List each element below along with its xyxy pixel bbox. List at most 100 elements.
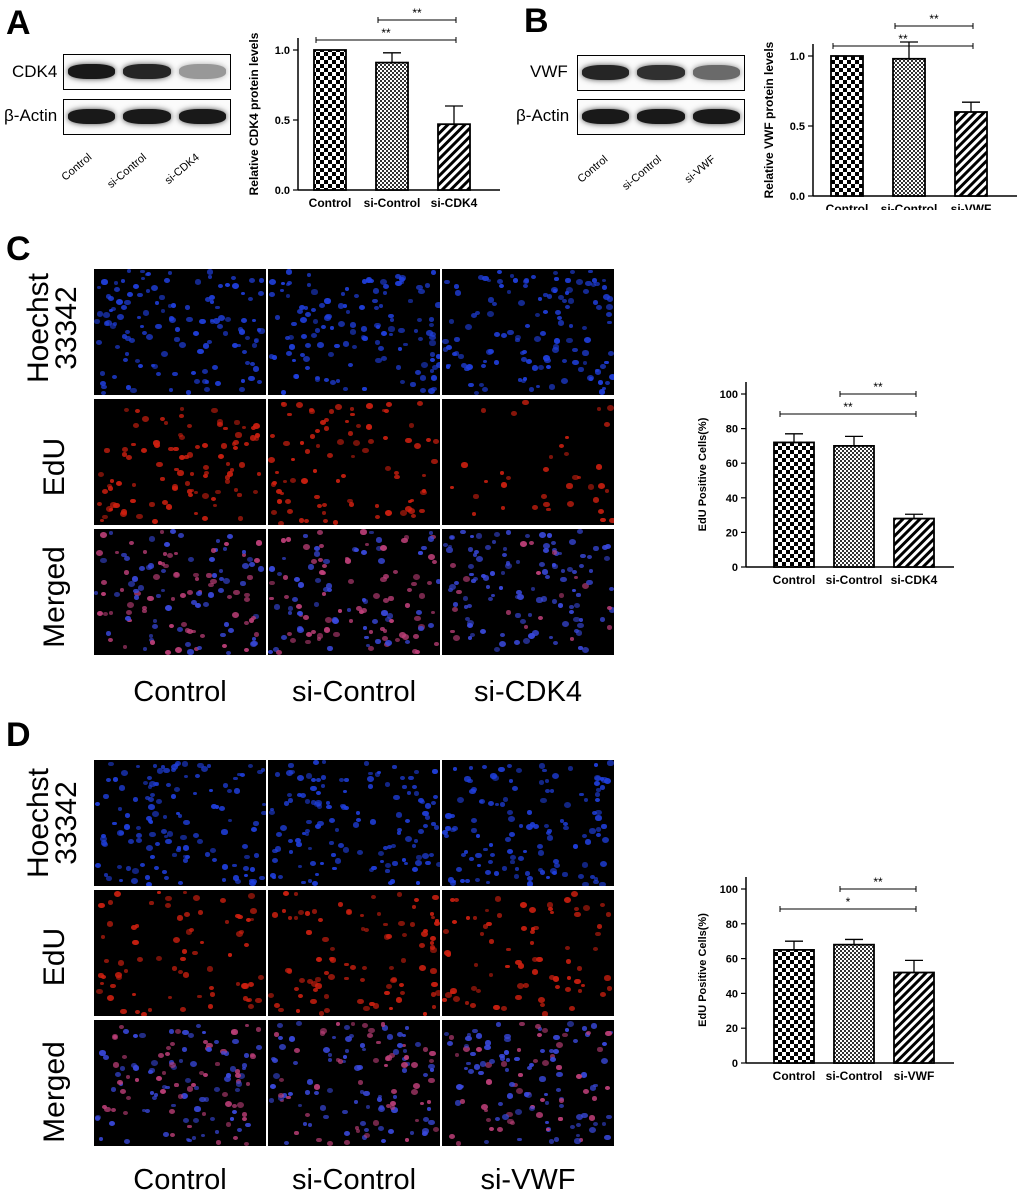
blot-band-b-target-1 bbox=[582, 65, 630, 80]
bar-si-control bbox=[833, 445, 875, 568]
panel-letter-a: A bbox=[6, 4, 31, 42]
y-tick-label: 60 bbox=[726, 458, 738, 470]
significance-label: ** bbox=[843, 400, 853, 414]
blot-band-b-target-3 bbox=[692, 65, 740, 80]
y-tick-label: 0.5 bbox=[275, 115, 290, 127]
col-label-c-control: Control bbox=[133, 676, 227, 708]
blot-label-vwf: VWF bbox=[530, 62, 568, 81]
bar-si-control bbox=[833, 943, 875, 1064]
row-label-c-edu: EdU bbox=[38, 437, 71, 497]
significance-label: ** bbox=[381, 26, 391, 40]
blot-band-a-actin-3 bbox=[178, 109, 226, 124]
row-label-d-hoechst: Hoechst 33342 bbox=[22, 767, 83, 879]
blot-band-b-actin-2 bbox=[637, 109, 685, 124]
micrograph-d-edu-3 bbox=[442, 890, 614, 1016]
bar-si-cdk4 bbox=[893, 517, 935, 568]
micrograph-d-hoechst-2 bbox=[268, 760, 440, 886]
lane-label-b-si-vwf: si-VWF bbox=[682, 153, 718, 186]
significance-label: ** bbox=[873, 876, 883, 889]
micrograph-c-merged-3 bbox=[442, 529, 614, 655]
x-tick-label: si-CDK4 bbox=[891, 573, 938, 587]
y-tick-label: 0.5 bbox=[790, 121, 805, 133]
y-axis-label: EdU Positive Cells(%) bbox=[697, 417, 709, 531]
lane-label-b-control: Control bbox=[574, 153, 610, 186]
micrograph-d-merged-1 bbox=[94, 1020, 266, 1146]
bar-control bbox=[830, 55, 864, 197]
blot-band-a-actin-2 bbox=[123, 109, 171, 124]
col-label-d-control: Control bbox=[133, 1164, 227, 1196]
y-tick-label: 40 bbox=[726, 988, 738, 1000]
lane-label-a-si-control: si-Control bbox=[105, 151, 149, 191]
bar-si-vwf bbox=[893, 971, 935, 1064]
bar-control bbox=[773, 949, 815, 1064]
x-tick-label: si-Control bbox=[364, 196, 421, 210]
y-tick-label: 1.0 bbox=[275, 45, 290, 57]
micrograph-d-edu-1 bbox=[94, 890, 266, 1016]
blot-label-cdk4: CDK4 bbox=[12, 62, 58, 81]
lane-label-b-si-control: si-Control bbox=[620, 153, 664, 193]
col-label-d-si-vwf: si-VWF bbox=[480, 1164, 576, 1196]
x-tick-label: Control bbox=[773, 573, 816, 587]
bar-si-cdk4 bbox=[437, 123, 471, 191]
blot-strip-cdk4 bbox=[63, 54, 231, 90]
y-tick-label: 20 bbox=[726, 1023, 738, 1035]
micrograph-c-merged-1 bbox=[94, 529, 266, 655]
blot-strip-actin-b bbox=[577, 99, 745, 135]
panel-letter-c: C bbox=[6, 230, 31, 268]
y-tick-label: 60 bbox=[726, 954, 738, 966]
lane-label-a-control: Control bbox=[58, 151, 94, 184]
blot-band-b-actin-1 bbox=[582, 109, 630, 124]
blot-label-actin-b: β-Actin bbox=[516, 106, 570, 125]
y-tick-label: 80 bbox=[726, 424, 738, 436]
micrograph-c-hoechst-2 bbox=[268, 269, 440, 395]
bar-si-vwf bbox=[954, 111, 988, 197]
x-tick-label: si-CDK4 bbox=[431, 196, 478, 210]
y-axis-label: EdU Positive Cells(%) bbox=[697, 913, 709, 1027]
y-axis-label: Relative VWF protein levels bbox=[762, 41, 776, 198]
significance-label: ** bbox=[929, 12, 939, 26]
y-tick-label: 100 bbox=[720, 884, 738, 896]
panel-letter-b: B bbox=[524, 2, 549, 40]
bar-chart-d: 0 20 40 60 80 100 EdU Positive Cells(%) Control… bbox=[697, 876, 954, 1083]
y-tick-label: 0.0 bbox=[275, 185, 290, 197]
row-label-d-merged: Merged bbox=[38, 1041, 71, 1143]
bar-si-control bbox=[892, 57, 926, 197]
y-tick-label: 1.0 bbox=[790, 51, 805, 63]
y-tick-label: 100 bbox=[720, 389, 738, 401]
significance-label: ** bbox=[898, 32, 908, 46]
x-tick-label: Control bbox=[773, 1069, 816, 1083]
micrograph-d-merged-3 bbox=[442, 1020, 614, 1146]
micrograph-d-merged-2 bbox=[268, 1020, 440, 1146]
col-label-c-si-cdk4: si-CDK4 bbox=[474, 676, 582, 708]
y-tick-label: 20 bbox=[726, 527, 738, 539]
micrograph-c-edu-2 bbox=[268, 399, 440, 525]
panel-letter-d: D bbox=[6, 716, 31, 754]
micrograph-d-hoechst-3 bbox=[442, 760, 614, 886]
blot-band-b-target-2 bbox=[637, 65, 685, 80]
bar-chart-b: 0.0 0.5 1.0 Relative VWF protein levels Cont… bbox=[762, 12, 1017, 210]
row-label-d-edu: EdU bbox=[38, 927, 71, 987]
y-tick-label: 80 bbox=[726, 919, 738, 931]
bar-control bbox=[313, 49, 347, 191]
y-tick-label: 0 bbox=[732, 562, 738, 574]
col-label-d-si-control: si-Control bbox=[291, 1164, 417, 1196]
x-tick-label: si-VWF bbox=[951, 202, 992, 210]
lane-label-a-si-cdk4: si-CDK4 bbox=[162, 151, 202, 187]
bar-control bbox=[773, 441, 815, 568]
row-label-c-merged: Merged bbox=[38, 546, 71, 648]
blot-band-a-actin-1 bbox=[68, 109, 116, 124]
bar-chart-a: 0.0 0.5 1.0 Relative CDK4 protein levels Con… bbox=[247, 8, 500, 210]
x-tick-label: si-Control bbox=[826, 573, 883, 587]
x-tick-label: si-Control bbox=[826, 1069, 883, 1083]
y-axis-label: Relative CDK4 protein levels bbox=[247, 32, 261, 195]
y-tick-label: 0.0 bbox=[790, 191, 805, 203]
x-tick-label: Control bbox=[309, 196, 352, 210]
x-tick-label: si-VWF bbox=[894, 1069, 935, 1083]
blot-label-actin-a: β-Actin bbox=[4, 106, 58, 125]
blot-band-b-actin-3 bbox=[692, 109, 740, 124]
significance-label: ** bbox=[873, 382, 883, 394]
significance-label: * bbox=[846, 895, 851, 909]
x-tick-label: Control bbox=[826, 202, 869, 210]
col-label-c-si-control: si-Control bbox=[291, 676, 417, 708]
x-tick-label: si-Control bbox=[881, 202, 938, 210]
